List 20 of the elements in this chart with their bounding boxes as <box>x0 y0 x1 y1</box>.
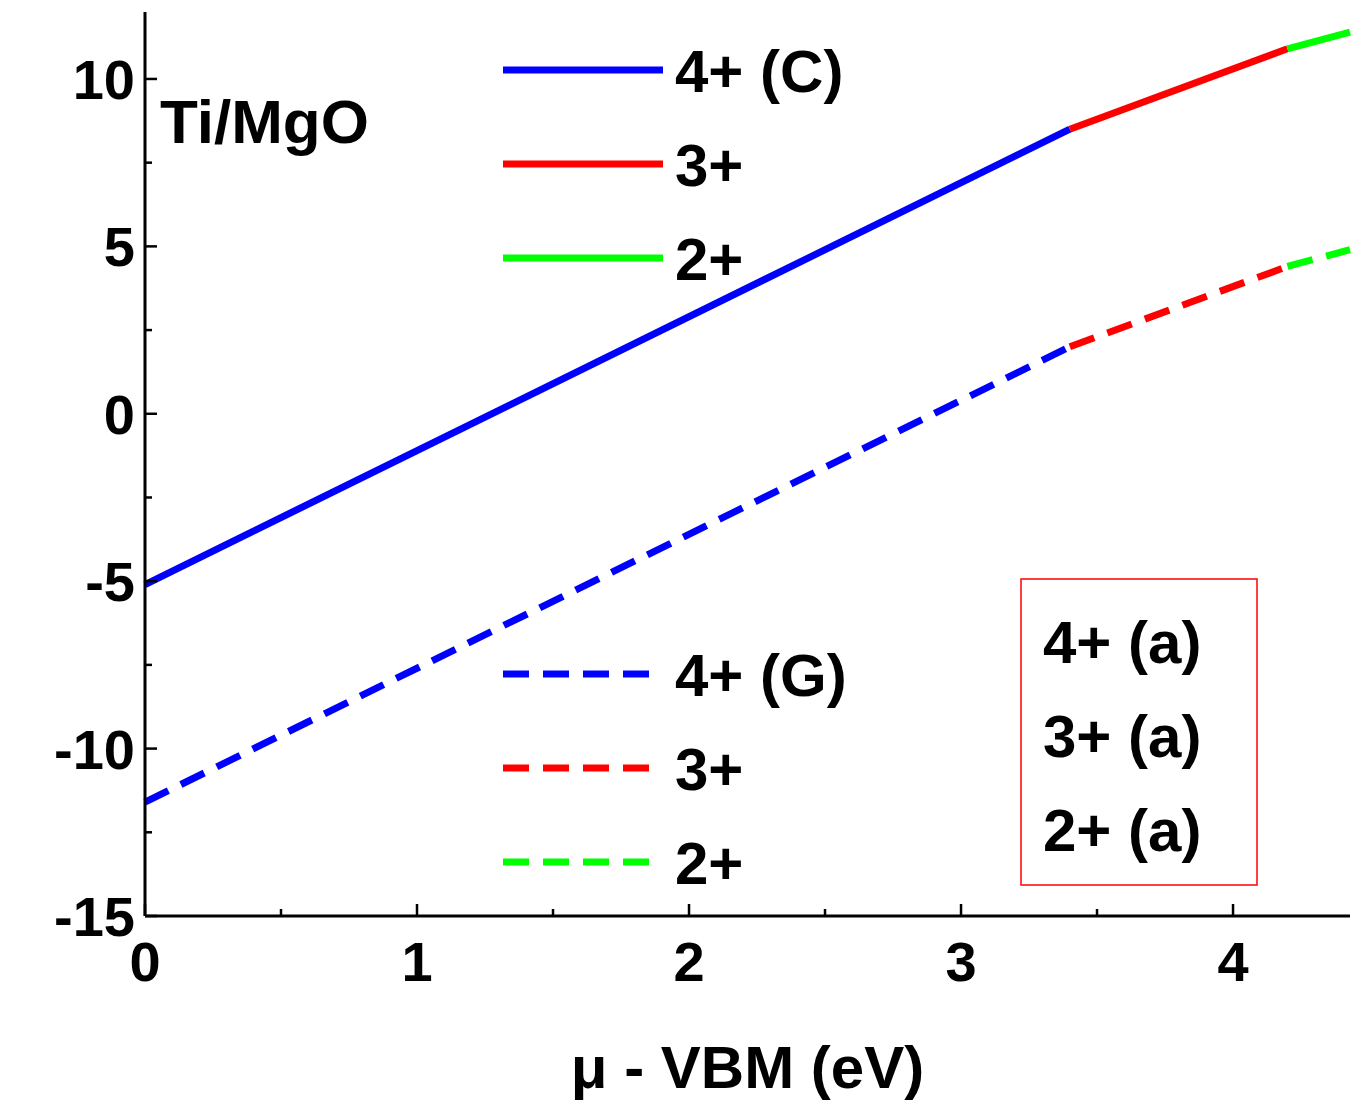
annotation: 3+ (a) <box>1043 703 1202 770</box>
y-tick-label: 0 <box>103 382 135 446</box>
legend-label: 2+ <box>675 830 744 897</box>
y-tick-label: 10 <box>72 47 135 111</box>
annotation: 2+ (a) <box>1043 797 1202 864</box>
annotation: 4+ (a) <box>1043 609 1202 676</box>
x-tick-label: 3 <box>945 930 977 993</box>
y-tick-label: -5 <box>85 550 135 614</box>
y-tick-label: -10 <box>54 717 135 781</box>
x-tick-label: 4 <box>1217 930 1249 993</box>
x-tick-label: 2 <box>673 930 705 993</box>
legend-label: 4+ (C) <box>675 38 844 105</box>
x-tick-label: 1 <box>401 930 433 993</box>
legend-label: 4+ (G) <box>675 642 847 709</box>
legend-label: 3+ <box>675 736 744 803</box>
legend-label: 3+ <box>675 132 744 199</box>
legend-label: 2+ <box>675 226 744 293</box>
annotation: Ti/MgO <box>160 87 369 156</box>
y-tick-label: 5 <box>103 215 135 279</box>
x-axis-title: μ - VBM (eV) <box>570 1034 925 1101</box>
